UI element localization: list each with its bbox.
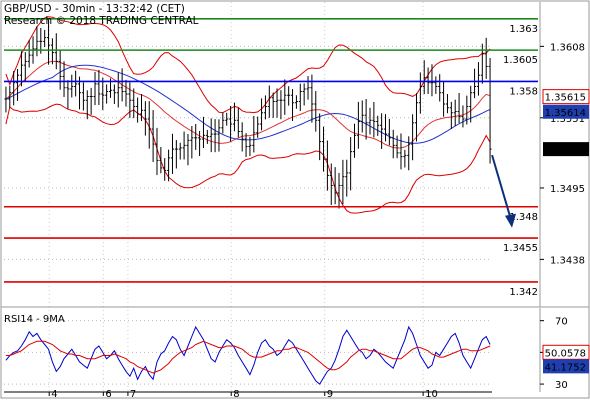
x-tick-label: 6 <box>105 389 111 400</box>
x-tick-label: 8 <box>233 389 239 400</box>
price-label-text: 1.35614 <box>545 108 586 119</box>
x-tick-label: 7 <box>130 389 136 400</box>
price-label: 1.35614 <box>543 104 589 119</box>
price-tick-label: 1.3551 <box>550 114 585 125</box>
price-label: 1.3526 <box>543 142 589 157</box>
chart-copyright: Research © 2018 TRADING CENTRAL <box>4 15 199 27</box>
arrow-head <box>505 213 516 228</box>
rsi-value-labels: 50.0578 41.1752 <box>542 344 590 374</box>
price-axis: 1.3608 1.3551 1.3495 1.3438 <box>539 2 585 307</box>
price-tick-label: 1.3608 <box>550 42 585 53</box>
x-tick-label: 9 <box>327 389 333 400</box>
arrow-shaft <box>491 154 512 221</box>
time-axis: 4 6 7 8 9 10 <box>4 389 492 400</box>
price-tick-label: 1.3495 <box>550 184 585 195</box>
chart-title: GBP/USD - 30min - 13:32:42 (CET) <box>4 3 185 15</box>
support-resistance-levels: 1.363 1.3605 1.358 1.348 1.3455 1.342 <box>4 17 538 298</box>
x-tick-label: 10 <box>425 389 438 400</box>
price-label-box <box>543 142 589 157</box>
rsi-title: RSI14 - 9MA <box>4 314 65 325</box>
price-label-box <box>542 89 590 105</box>
projection-arrow <box>491 154 516 228</box>
price-grid <box>4 2 492 392</box>
level-label: 1.363 <box>509 24 538 35</box>
bollinger-lower <box>5 103 491 214</box>
rsi-value-label: 41.1752 <box>543 359 589 374</box>
level-label: 1.358 <box>509 86 538 97</box>
rsi-value-label: 50.0578 <box>542 344 590 360</box>
x-tick-label: 4 <box>51 389 57 400</box>
level-label: 1.3605 <box>503 55 538 66</box>
level-label: 1.342 <box>509 287 538 298</box>
price-label-text: 1.3526 <box>551 145 586 156</box>
price-tick-label: 1.3438 <box>550 255 585 266</box>
bollinger-upper <box>5 16 491 114</box>
rsi-ma-line <box>5 340 491 374</box>
rsi-value-text: 41.1752 <box>545 362 586 373</box>
price-label-box <box>543 104 589 119</box>
rsi-value-text: 50.0578 <box>545 348 586 359</box>
rsi-tick-label: 30 <box>555 380 568 391</box>
price-labels: 1.35615 1.35614 1.3526 <box>542 89 590 157</box>
price-label-text: 1.35615 <box>545 93 586 104</box>
price-bars <box>4 18 492 209</box>
rsi-grid <box>4 320 492 385</box>
moving-average <box>5 64 491 144</box>
rsi-value-box <box>542 344 590 360</box>
rsi-value-box <box>543 359 589 374</box>
level-label: 1.348 <box>509 212 538 223</box>
level-label: 1.3455 <box>503 243 538 254</box>
rsi-lines <box>5 325 491 385</box>
price-label: 1.35615 <box>542 89 590 105</box>
rsi-tick-label: 70 <box>555 317 568 328</box>
rsi-line <box>5 325 491 385</box>
